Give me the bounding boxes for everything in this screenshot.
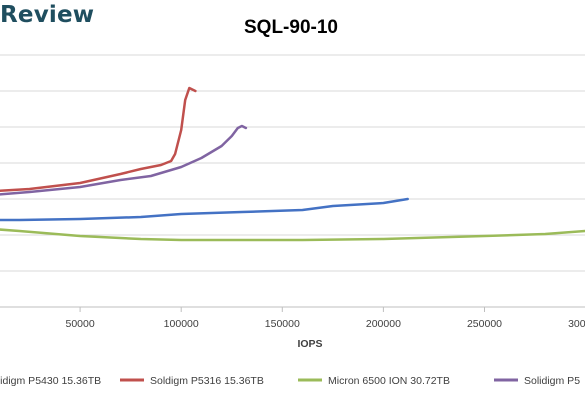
legend-item-3: Solidigm P5 [494, 375, 580, 387]
x-axis-ticks: 50000 100000 150000 200000 250000 300000 [65, 307, 585, 330]
series-line-0 [0, 197, 409, 222]
series-lines [0, 86, 585, 242]
series-line-1 [0, 86, 197, 193]
gridlines [0, 54, 585, 272]
legend-item-1: Soldigm P5316 15.36TB [120, 375, 264, 387]
x-tick-label: 200000 [366, 318, 401, 330]
legend-label: Soldigm P5316 15.36TB [150, 375, 264, 387]
chart-title: SQL-90-10 [244, 17, 338, 38]
x-tick-label: 150000 [265, 318, 300, 330]
review-logo-text: Review [0, 2, 95, 28]
legend-item-0: Solidigm P5430 15.36TB [0, 375, 101, 387]
x-tick-label: 50000 [65, 318, 94, 330]
x-tick-label: 100000 [164, 318, 199, 330]
x-tick-label: 300000 [568, 318, 585, 330]
x-tick-label: 250000 [467, 318, 502, 330]
legend-item-2: Micron 6500 ION 30.72TB [298, 375, 450, 387]
x-axis-title: IOPS [297, 338, 322, 350]
legend-label: Micron 6500 ION 30.72TB [328, 375, 450, 387]
legend: Solidigm P5430 15.36TB Soldigm P5316 15.3… [0, 375, 580, 387]
series-line-2 [0, 228, 585, 242]
legend-label: Solidigm P5 [524, 375, 580, 387]
series-line-3 [0, 124, 248, 196]
legend-label: Solidigm P5430 15.36TB [0, 375, 101, 387]
